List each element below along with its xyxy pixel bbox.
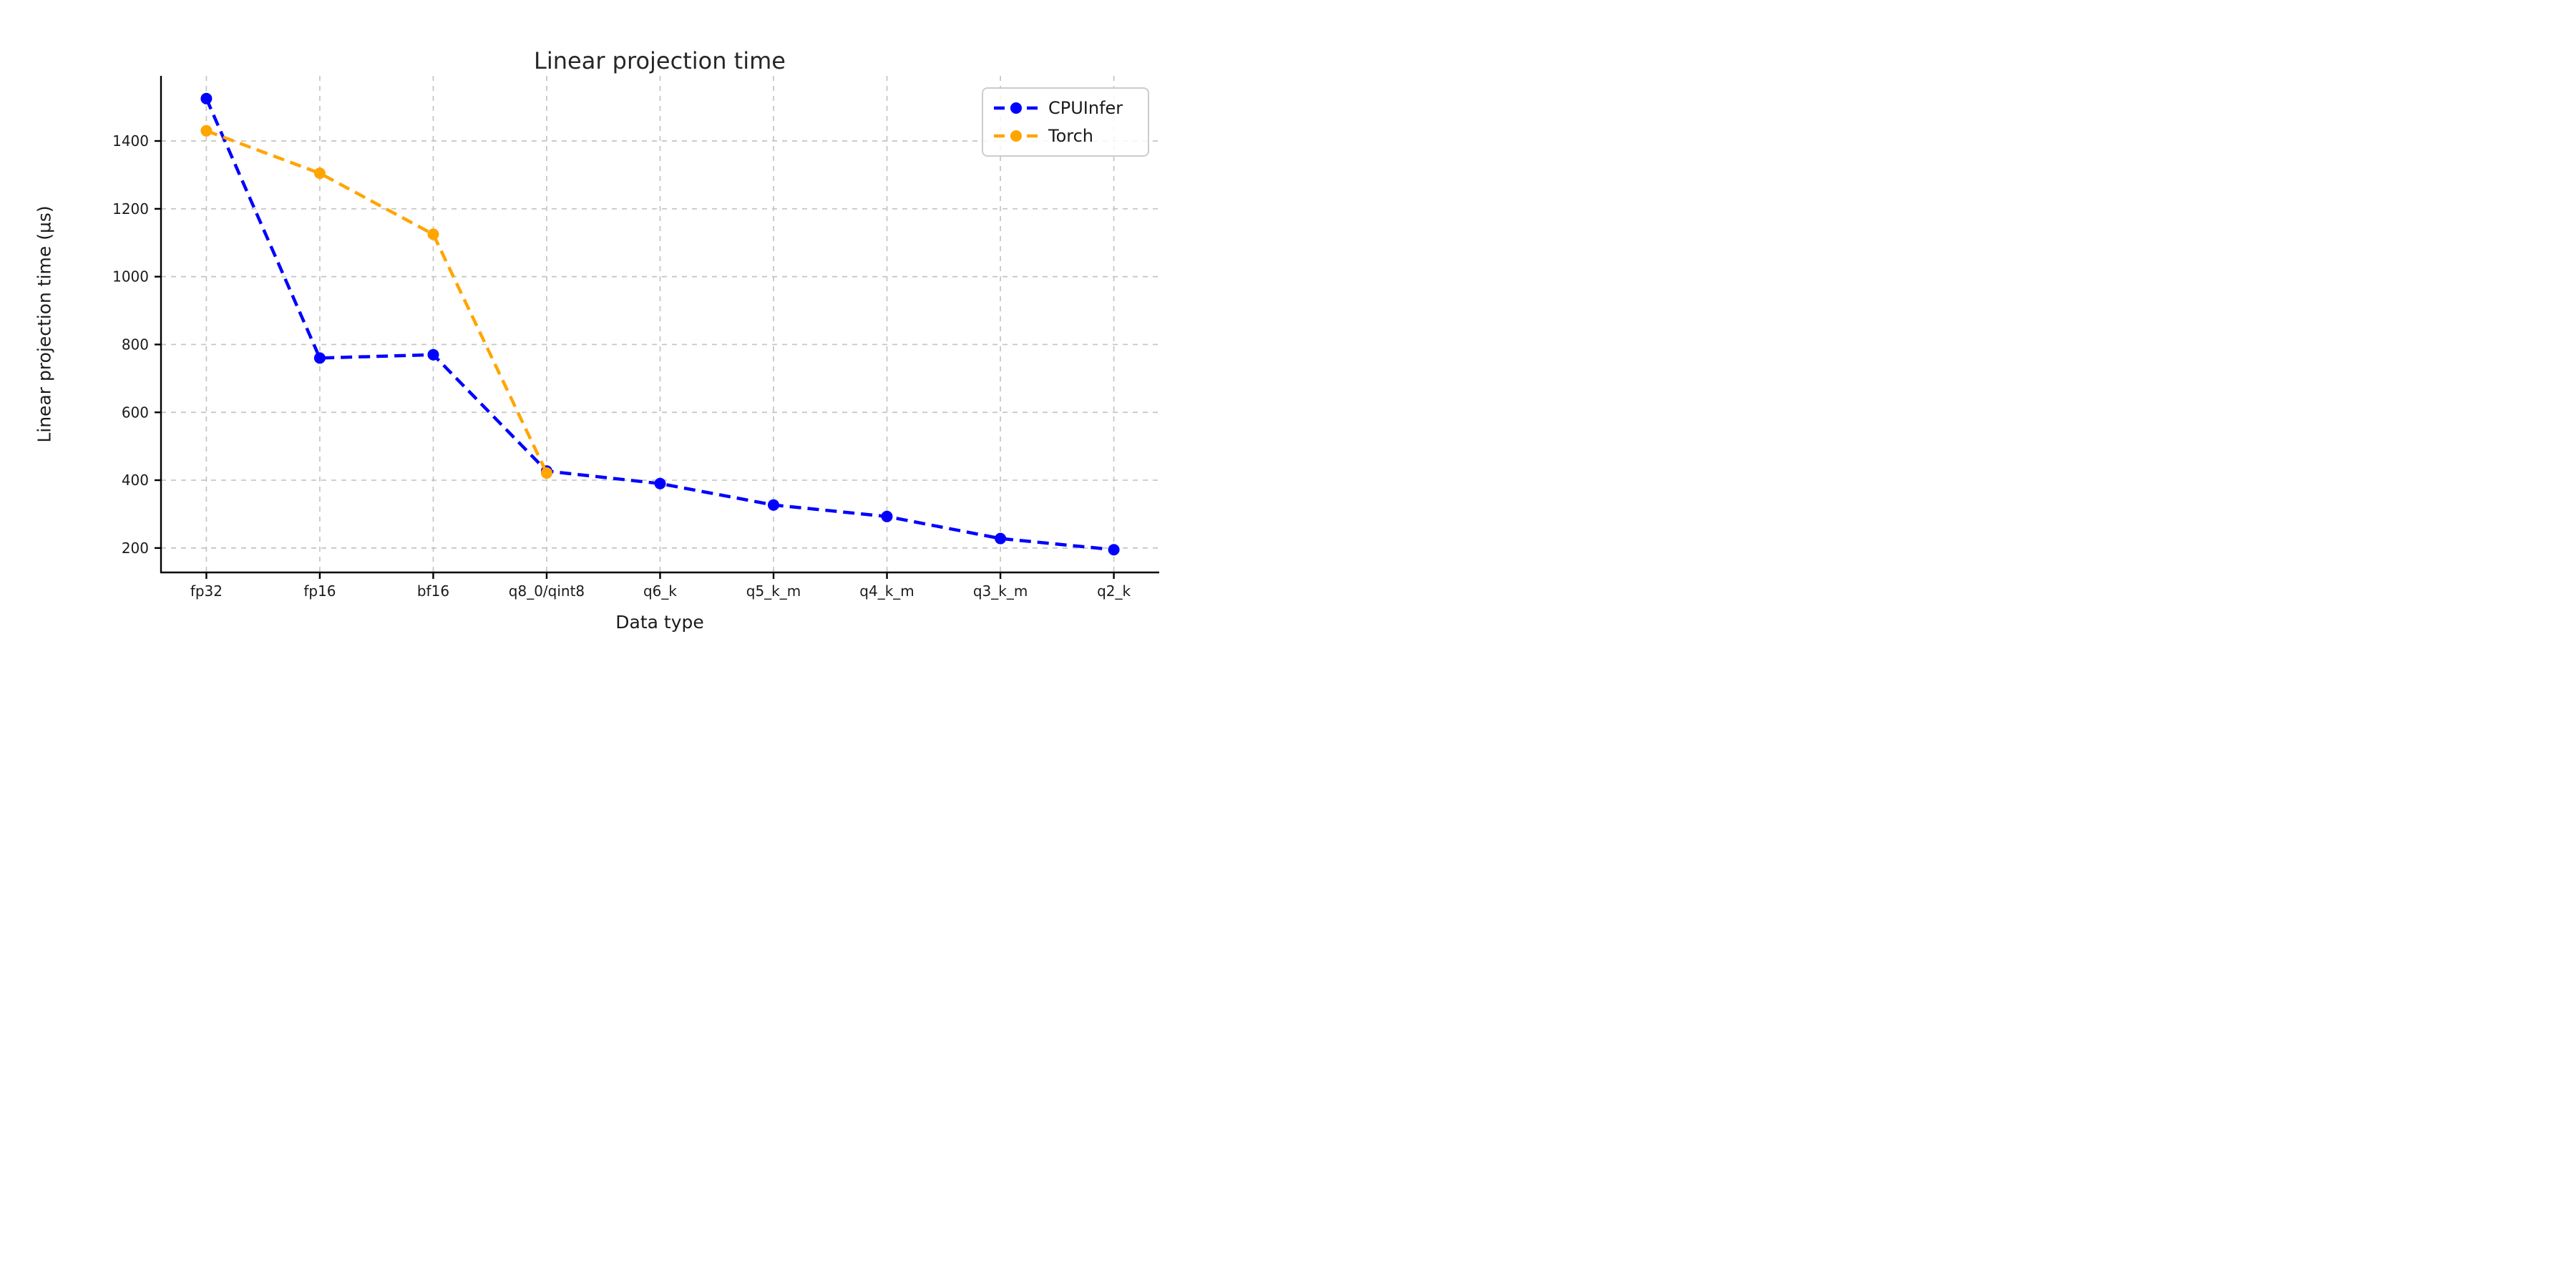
x-tick-label: q2_k	[1097, 582, 1131, 600]
data-point-marker-cpuinfer	[768, 499, 779, 511]
x-axis-label: Data type	[615, 612, 704, 633]
x-tick-label: q5_k_m	[746, 582, 801, 600]
y-tick-label: 1400	[112, 132, 149, 150]
x-tick-label: q8_0/qint8	[509, 582, 585, 600]
data-point-marker-torch	[313, 167, 326, 180]
legend-item-torch: Torch	[992, 125, 1148, 147]
legend-label-cpuinfer: CPUInfer	[1048, 98, 1123, 118]
chart-title: Linear projection time	[534, 47, 786, 74]
x-tick-label: bf16	[417, 582, 449, 600]
data-point-marker-torch	[427, 228, 439, 240]
y-tick-label: 400	[122, 472, 149, 489]
data-point-marker-cpuinfer	[995, 532, 1007, 545]
data-point-marker-cpuinfer	[881, 510, 893, 522]
data-point-marker-cpuinfer	[654, 477, 666, 489]
data-point-marker-cpuinfer	[200, 92, 213, 104]
legend-label-torch: Torch	[1048, 126, 1094, 146]
y-axis-label: Linear projection time (µs)	[34, 205, 55, 443]
x-tick-label: q4_k_m	[859, 582, 914, 600]
line-chart: 200 400 600 800 1000 1200 1400 fp32 fp16 bf16 q8_0…	[112, 76, 1159, 600]
x-tick-label: fp16	[303, 582, 336, 600]
data-point-marker-cpuinfer	[427, 348, 439, 361]
figure: 200 400 600 800 1000 1200 1400 fp32 fp16 bf16 q8_0…	[0, 0, 1288, 644]
y-tick-label: 200	[122, 540, 149, 557]
legend: CPUInfer Torch	[982, 87, 1149, 157]
y-tick-label: 800	[122, 336, 149, 353]
data-point-marker-cpuinfer	[313, 352, 326, 364]
y-tick-label: 1000	[112, 268, 149, 286]
y-tick-label: 1200	[112, 200, 149, 218]
y-tick-label: 600	[122, 404, 149, 421]
legend-item-cpuinfer: CPUInfer	[992, 97, 1148, 119]
series-line-torch	[205, 129, 549, 474]
x-tick-label: fp32	[190, 582, 223, 600]
x-tick-label: q6_k	[643, 582, 677, 600]
legend-swatch-torch-icon	[994, 130, 1038, 142]
data-point-marker-torch	[200, 125, 213, 137]
x-tick-label: q3_k_m	[973, 582, 1028, 600]
legend-swatch-cpuinfer-icon	[994, 102, 1038, 114]
data-point-marker-cpuinfer	[1108, 544, 1120, 556]
data-point-marker-torch	[541, 467, 552, 479]
